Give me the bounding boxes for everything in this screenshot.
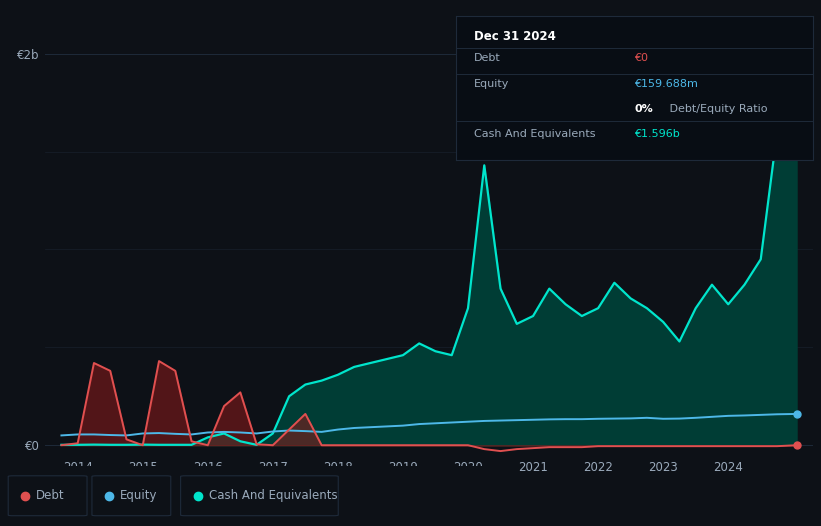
Text: Debt: Debt (36, 489, 65, 502)
Text: €159.688m: €159.688m (635, 79, 698, 89)
Text: Equity: Equity (120, 489, 158, 502)
Text: Equity: Equity (474, 79, 509, 89)
Text: €1.596b: €1.596b (635, 129, 680, 139)
Text: Debt: Debt (474, 54, 500, 64)
Text: Cash And Equivalents: Cash And Equivalents (474, 129, 595, 139)
Text: €0: €0 (635, 54, 649, 64)
Text: Dec 31 2024: Dec 31 2024 (474, 30, 555, 43)
Text: 0%: 0% (635, 104, 653, 114)
Text: Cash And Equivalents: Cash And Equivalents (209, 489, 337, 502)
Text: Debt/Equity Ratio: Debt/Equity Ratio (667, 104, 768, 114)
